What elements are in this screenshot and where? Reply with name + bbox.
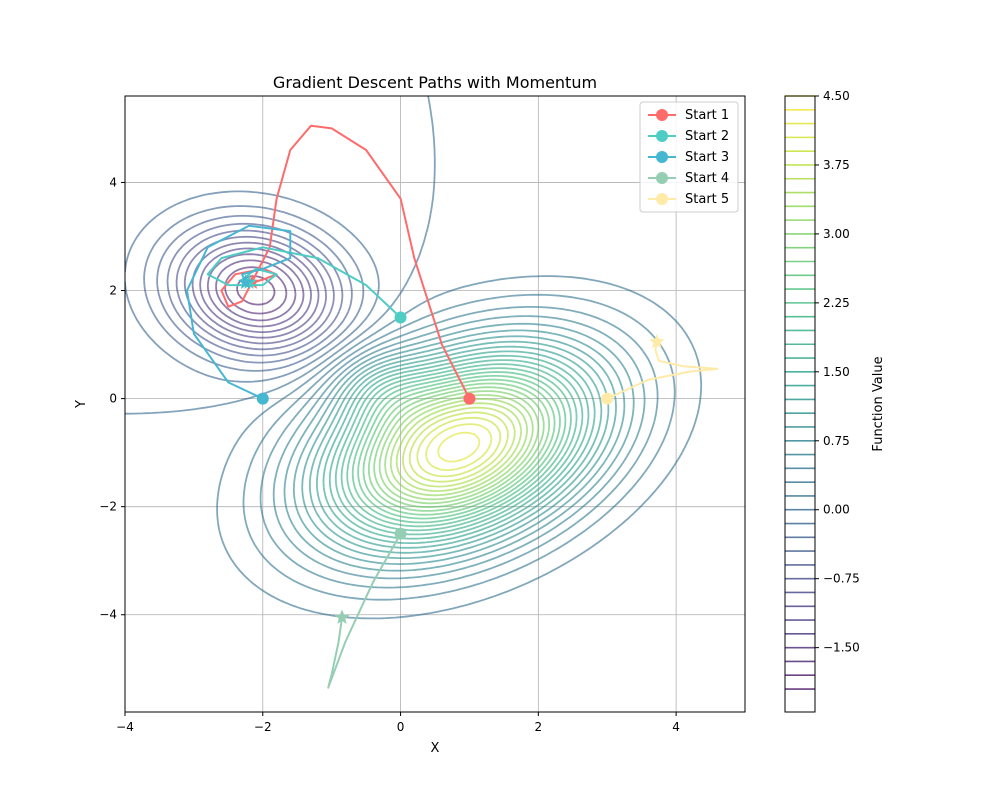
contour-level-line [373,386,545,508]
path-line-start-4 [327,533,402,689]
colorbar-tick-label: 1.50 [823,365,850,379]
contour-level-line [408,411,509,483]
legend-label-4: Start 4 [685,171,729,186]
contour-level-line [351,371,567,524]
legend-marker-1 [656,109,668,121]
colorbar-tick-label: 4.50 [823,89,850,103]
plot-frame [124,95,746,713]
contour-level-line [215,259,297,322]
colorbar-tick-label: 2.25 [823,296,850,310]
legend-box [639,101,739,213]
y-axis-label: Y [74,400,89,409]
legend-marker-2 [656,130,668,142]
contour-level-line [334,359,584,536]
contour-level-line [362,378,556,516]
contour-level-line [328,354,590,540]
contour-level-line [309,340,610,554]
contour-level-line [316,345,603,549]
colorbar-tick-label: −0.75 [823,572,860,586]
contour-level-line [416,416,502,478]
legend-label-1: Start 1 [685,108,729,123]
contour-level-line [322,350,596,544]
chart-title: Gradient Descent Paths with Momentum [273,73,597,92]
colorbar-tick-label: 0.00 [823,503,850,517]
contour-level-line [367,382,551,512]
legend: Start 1 Start 2 Start 3 Start 4 Start 5 [639,101,739,213]
contour-level-line [272,315,646,580]
start-point-4 [394,527,407,540]
contour-level-line [175,229,335,351]
contour-level-line [259,306,659,589]
start-point-1 [463,392,476,405]
contour-level-line [378,390,540,505]
y-tick-label: 0 [109,392,117,406]
y-tick-label: −2 [99,500,117,514]
contour-level-line [206,253,305,328]
y-tick-label: −4 [99,608,117,622]
path-line-start-3 [186,224,292,400]
x-tick-label: 4 [672,720,680,734]
legend-label-2: Start 2 [685,129,729,144]
contour-level-line [125,190,380,383]
colorbar-level-lines [785,95,815,690]
contour-level-line [242,293,676,601]
contour-level-line [143,205,365,372]
start-point-2 [394,311,407,324]
colorbar-tick-label: −1.50 [823,641,860,655]
contour-level-line [357,375,561,520]
legend-marker-5 [656,193,668,205]
contour-level-line [340,363,578,532]
start-point-5 [601,392,614,405]
x-axis-ticks: −4 −2 0 2 4 [116,712,680,734]
contour-level-line [216,275,703,620]
legend-label-5: Start 5 [685,192,729,207]
contour-level-line [437,431,481,463]
colorbar-tick-label: 0.75 [823,434,850,448]
colorbar-ticks: 4.50 3.75 3.00 2.25 1.50 0.75 0.00 −0.75 −1.50 [815,89,860,655]
legend-marker-3 [656,151,668,163]
contour-level-line [283,322,635,572]
legend-marker-4 [656,172,668,184]
descent-paths [186,124,719,689]
contour-level-line [395,402,522,492]
colorbar-label: Function Value [871,356,886,451]
contour-level-line [425,423,493,471]
contour-level-line [402,406,516,488]
y-tick-label: 4 [109,175,117,189]
x-axis-label: X [431,741,440,756]
start-point-3 [256,392,269,405]
y-tick-label: 2 [109,284,117,298]
colorbar-tick-label: 3.75 [823,158,850,172]
contour-level-line [293,329,626,565]
x-tick-label: −2 [254,720,272,734]
x-tick-label: 2 [535,720,543,734]
contour-level-line [346,367,572,528]
end-point-star-3 [237,274,254,289]
colorbar-frame [784,95,816,713]
contour-level-line [125,96,436,415]
contour-level-line [199,247,312,334]
y-axis-ticks: −4 −2 0 2 4 [99,175,125,622]
colorbar: 4.50 3.75 3.00 2.25 1.50 0.75 0.00 −0.75 −1.50 F… [784,89,886,713]
end-point-star-4 [334,609,350,624]
x-tick-label: 0 [397,720,405,734]
path-line-start-5 [606,341,719,400]
contour-level-line [301,335,617,559]
legend-label-3: Start 3 [685,150,729,165]
end-point-star-5 [649,333,665,349]
colorbar-tick-label: 3.00 [823,227,850,241]
x-tick-label: −4 [116,720,134,734]
